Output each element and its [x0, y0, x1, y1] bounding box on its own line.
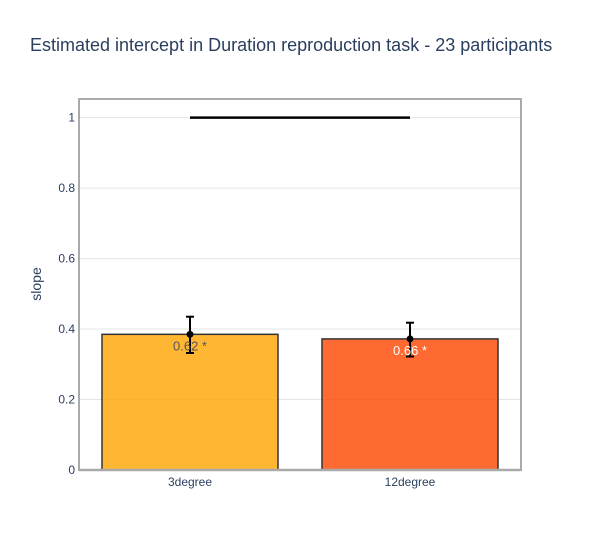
y-tick-label: 0.6: [58, 252, 75, 266]
bar: [321, 338, 499, 471]
bar-labels: 0.62 * 0.66 *: [173, 338, 427, 358]
x-tick-label: 3degree: [168, 475, 212, 489]
y-tick-label: 0.4: [58, 322, 75, 336]
bar-value-label: 0.62 *: [173, 338, 207, 353]
y-tick-label: 1: [68, 111, 75, 125]
x-tick-label: 12degree: [385, 475, 436, 489]
data-point: [186, 330, 194, 338]
y-tick-label: 0.8: [58, 181, 75, 195]
bar-value-label: 0.66 *: [393, 343, 427, 358]
chart-title: Estimated intercept in Duration reproduc…: [30, 35, 552, 55]
y-tick-label: 0.2: [58, 393, 75, 407]
error-bars: [186, 315, 414, 358]
y-axis-ticks: 0 0.2 0.4 0.6 0.8 1: [58, 111, 75, 477]
data-point: [406, 335, 414, 343]
y-axis-label: slope: [28, 267, 44, 301]
x-axis-ticks: 3degree 12degree: [168, 475, 436, 489]
bar: [101, 333, 279, 471]
bars: [101, 333, 499, 471]
y-tick-label: 0: [68, 463, 75, 477]
plot-area: 0.62 * 0.66 *: [78, 98, 522, 472]
